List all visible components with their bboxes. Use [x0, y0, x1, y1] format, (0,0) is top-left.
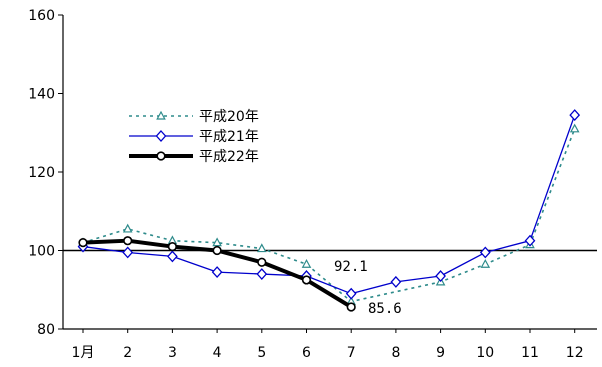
- data-point: [167, 241, 177, 252]
- x-tick-label: 5: [257, 345, 266, 361]
- data-point: [346, 302, 356, 312]
- data-point: [569, 109, 581, 122]
- series-line: [82, 114, 576, 295]
- series-3: [78, 236, 356, 312]
- data-point: [435, 270, 446, 282]
- x-tick-label: 11: [521, 345, 539, 361]
- data-point: [390, 275, 402, 288]
- x-tick-label: 9: [436, 345, 445, 361]
- series-layer: [77, 109, 581, 312]
- legend-label: 平成21年: [199, 129, 259, 145]
- data-point: [345, 287, 357, 300]
- data-point: [256, 243, 267, 253]
- legend-label: 平成22年: [199, 149, 259, 165]
- x-tick-label: 10: [476, 345, 494, 361]
- x-tick-label: 8: [391, 345, 400, 361]
- data-point: [480, 258, 491, 268]
- series-line: [82, 128, 576, 303]
- x-tick-label: 3: [168, 345, 177, 361]
- legend-entry-1: 平成20年: [129, 109, 259, 125]
- legend-entry-2: 平成21年: [129, 129, 259, 145]
- data-point: [524, 234, 536, 247]
- legend-marker: [156, 151, 166, 161]
- legend-marker: [156, 110, 166, 120]
- x-tick-label: 2: [123, 345, 132, 361]
- data-point: [212, 245, 222, 256]
- data-point: [569, 123, 580, 133]
- data-point: [78, 238, 88, 248]
- legend-marker: [155, 130, 167, 142]
- x-tick-label: 12: [566, 345, 584, 361]
- data-point: [479, 246, 491, 259]
- data-point: [301, 258, 312, 268]
- y-tick-label: 160: [28, 8, 55, 24]
- data-point: [212, 237, 222, 247]
- data-label: 92.1: [334, 259, 368, 275]
- x-tick-label: 6: [302, 345, 311, 361]
- y-tick-label: 140: [28, 87, 55, 103]
- legend-entry-3: 平成22年: [129, 149, 259, 165]
- data-point: [123, 236, 133, 246]
- series-2: [77, 109, 581, 300]
- data-point: [167, 250, 178, 263]
- data-point: [257, 257, 267, 267]
- y-tick-label: 120: [28, 165, 55, 181]
- y-tick-label: 100: [28, 244, 55, 260]
- data-point: [122, 246, 134, 259]
- data-point: [256, 268, 268, 281]
- data-point: [301, 275, 312, 285]
- x-tick-label: 7: [347, 345, 356, 361]
- annotation-layer: 92.1 85.6: [334, 259, 402, 317]
- data-label: 85.6: [368, 301, 402, 317]
- data-point: [122, 223, 133, 233]
- series-1: [78, 123, 580, 306]
- legend-label: 平成20年: [199, 109, 259, 125]
- x-tick-label: 1月: [72, 345, 95, 361]
- axes: 80 100 120 140 160 1月 2 3 4 5 6 7 8 9 10 11 12: [28, 8, 597, 361]
- data-point: [211, 266, 223, 279]
- y-tick-label: 80: [37, 322, 55, 338]
- x-tick-label: 4: [213, 345, 222, 361]
